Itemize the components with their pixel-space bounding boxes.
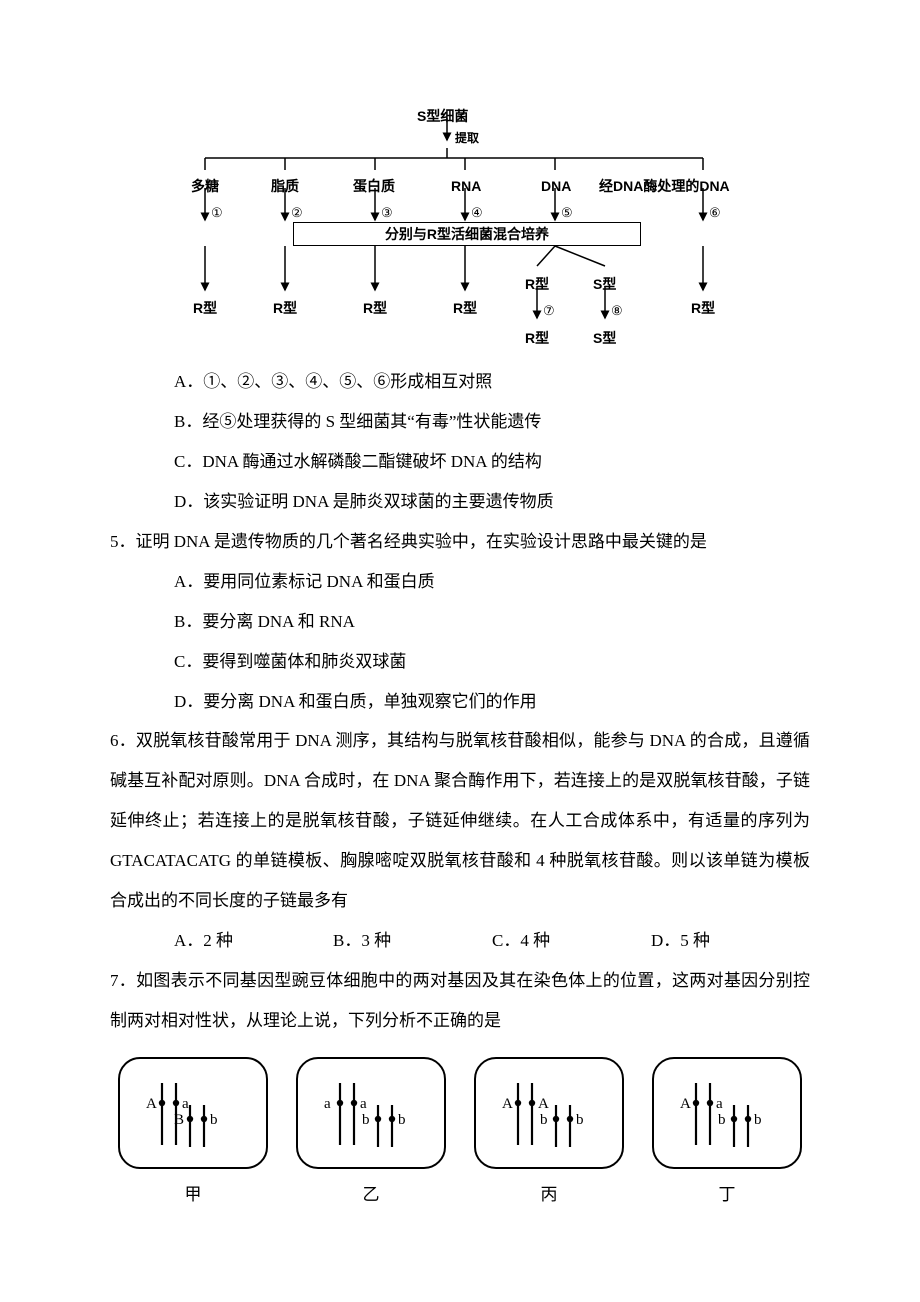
gene-label: A	[502, 1097, 513, 1112]
q5-options: A．要用同位素标记 DNA 和蛋白质 B．要分离 DNA 和 RNA C．要得到…	[110, 562, 810, 722]
q6-opt-c: C．4 种	[492, 921, 651, 961]
cell-0: AaBb 甲	[118, 1057, 268, 1215]
q4-opt-c: C．DNA 酶通过水解磷酸二酯键破坏 DNA 的结构	[174, 442, 810, 482]
gene-label: a	[716, 1097, 723, 1112]
q6-opt-a: A．2 种	[174, 921, 333, 961]
diagram-extract-label: 提取	[455, 124, 479, 152]
cell-caption-1: 乙	[363, 1175, 380, 1215]
gene-label: b	[718, 1113, 726, 1128]
gene-label: b	[398, 1113, 406, 1128]
gene-label: A	[146, 1097, 157, 1112]
diagram-r1-3: R型	[453, 292, 477, 325]
chromosome-icon	[654, 1059, 804, 1171]
experiment-diagram: S型细菌	[175, 100, 745, 340]
q6-opt-b: B．3 种	[333, 921, 492, 961]
q6-opt-d: D．5 种	[651, 921, 810, 961]
cell-box-0: AaBb	[118, 1057, 268, 1169]
diagram-c6: ⑥	[709, 198, 721, 229]
cell-box-3: Aabb	[652, 1057, 802, 1169]
chromosome-icon	[476, 1059, 626, 1171]
cell-box-2: A Ab b	[474, 1057, 624, 1169]
gene-label: b	[362, 1113, 370, 1128]
gene-label: a	[182, 1097, 189, 1112]
cell-1: aabb乙	[296, 1057, 446, 1215]
q5-opt-d: D．要分离 DNA 和蛋白质，单独观察它们的作用	[174, 682, 810, 722]
q5-opt-b: B．要分离 DNA 和 RNA	[174, 602, 810, 642]
q4-opt-d: D．该实验证明 DNA 是肺炎双球菌的主要遗传物质	[174, 482, 810, 522]
page: S型细菌	[0, 0, 920, 1275]
diagram-mix-bar: 分别与R型活细菌混合培养	[293, 222, 641, 246]
gene-label: b	[210, 1113, 218, 1128]
q4-opt-a: A．①、②、③、④、⑤、⑥形成相互对照	[174, 362, 810, 402]
diagram-r1-1: R型	[273, 292, 297, 325]
q5-stem: 5．证明 DNA 是遗传物质的几个著名经典实验中，在实验设计思路中最关键的是	[110, 522, 810, 562]
gene-label: b	[754, 1113, 762, 1128]
chromosome-icon	[120, 1059, 270, 1171]
gene-label: A	[680, 1097, 691, 1112]
cell-caption-0: 甲	[185, 1175, 202, 1215]
gene-label: B	[174, 1113, 184, 1128]
cell-box-1: aabb	[296, 1057, 446, 1169]
cell-caption-3: 丁	[719, 1175, 736, 1215]
q7-stem: 7．如图表示不同基因型豌豆体细胞中的两对基因及其在染色体上的位置，这两对基因分别…	[110, 961, 810, 1041]
q6-options: A．2 种 B．3 种 C．4 种 D．5 种	[110, 921, 810, 961]
q4-opt-b: B．经⑤处理获得的 S 型细菌其“有毒”性状能遗传	[174, 402, 810, 442]
gene-label: A	[538, 1097, 549, 1112]
q5-opt-a: A．要用同位素标记 DNA 和蛋白质	[174, 562, 810, 602]
cell-caption-2: 丙	[541, 1175, 558, 1215]
gene-label: a	[324, 1097, 331, 1112]
q6-stem: 6．双脱氧核苷酸常用于 DNA 测序，其结构与脱氧核苷酸相似，能参与 DNA 的…	[110, 721, 810, 921]
gene-label: a	[360, 1097, 367, 1112]
diagram-r2-1: S型	[593, 322, 616, 355]
diagram-r2-0: R型	[525, 322, 549, 355]
diagram-r1-6: R型	[691, 292, 715, 325]
diagram-r1-2: R型	[363, 292, 387, 325]
q5-opt-c: C．要得到噬菌体和肺炎双球菌	[174, 642, 810, 682]
cell-3: Aabb丁	[652, 1057, 802, 1215]
gene-label: b	[576, 1113, 584, 1128]
diagram-c1: ①	[211, 198, 223, 229]
gene-label: b	[540, 1113, 548, 1128]
cell-2: A Ab b 丙	[474, 1057, 624, 1215]
q4-options: A．①、②、③、④、⑤、⑥形成相互对照 B．经⑤处理获得的 S 型细菌其“有毒”…	[110, 362, 810, 522]
diagram-r1-0: R型	[193, 292, 217, 325]
q7-cells: AaBb甲aabb乙AAbb丙Aabb丁	[118, 1057, 802, 1215]
chromosome-icon	[298, 1059, 448, 1171]
